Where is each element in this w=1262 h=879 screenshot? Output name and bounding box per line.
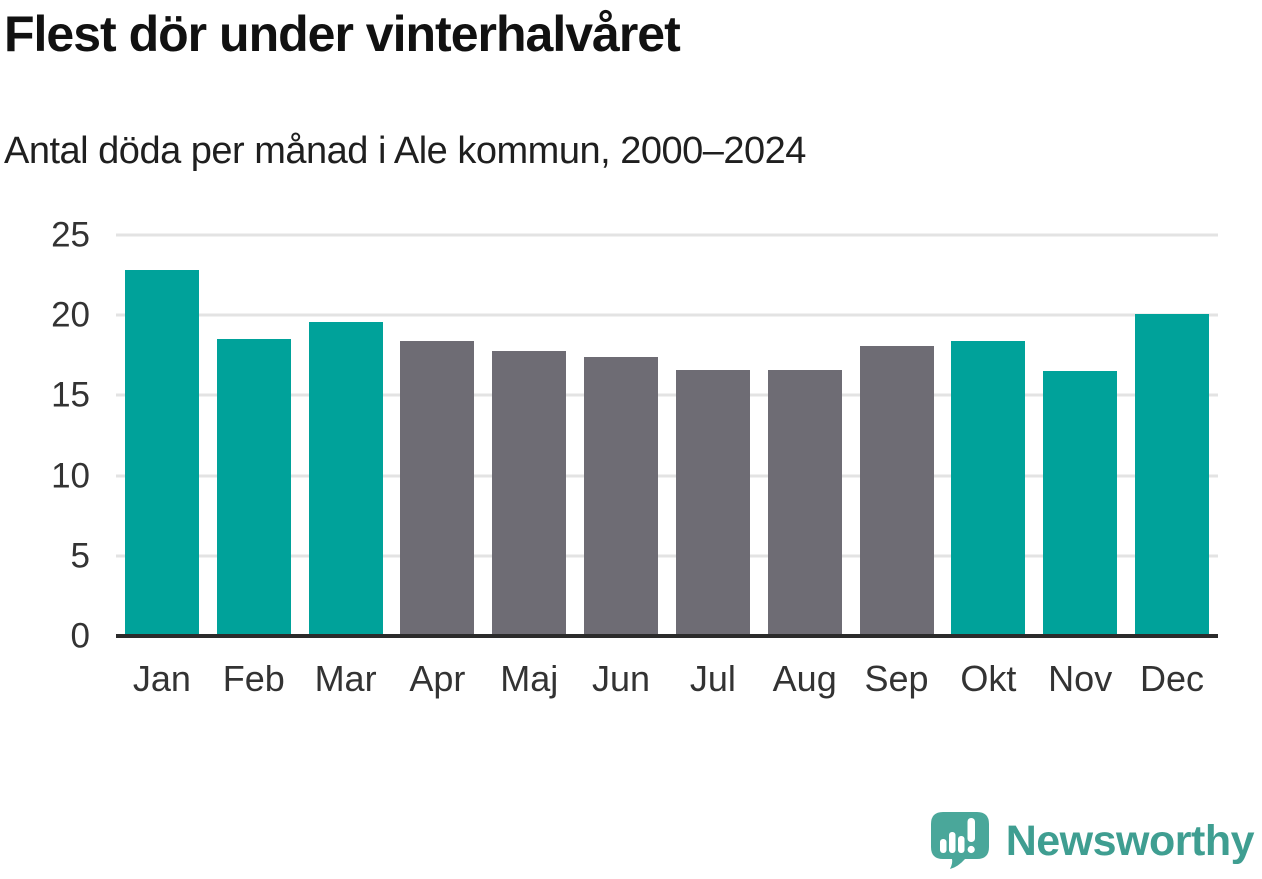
x-tick-label-dec: Dec bbox=[1140, 658, 1205, 699]
bar-series bbox=[116, 235, 1218, 636]
x-tick-label-mar: Mar bbox=[314, 658, 377, 699]
y-tick-label: 25 bbox=[51, 215, 90, 255]
y-tick-label: 15 bbox=[51, 375, 90, 415]
x-tick-label-feb: Feb bbox=[222, 658, 285, 699]
bar-slot bbox=[667, 235, 759, 636]
bar-slot bbox=[1126, 235, 1218, 636]
x-tick-label-maj: Maj bbox=[500, 658, 559, 699]
x-tick-label-aug: Aug bbox=[772, 658, 837, 699]
bar-slot bbox=[575, 235, 667, 636]
chart-title: Flest dör under vinterhalvåret bbox=[4, 6, 681, 62]
y-tick-label: 0 bbox=[70, 616, 90, 656]
bar-slot bbox=[391, 235, 483, 636]
bar-slot bbox=[116, 235, 208, 636]
bar-slot bbox=[759, 235, 851, 636]
chart-subtitle: Antal döda per månad i Ale kommun, 2000–… bbox=[4, 130, 806, 172]
bar-dec bbox=[1135, 313, 1210, 636]
bar-slot bbox=[851, 235, 943, 636]
bar-nov bbox=[1043, 371, 1118, 636]
bar-slot bbox=[483, 235, 575, 636]
bar-jun bbox=[584, 356, 659, 636]
bar-slot bbox=[942, 235, 1034, 636]
bar-slot bbox=[208, 235, 300, 636]
brand-name: Newsworthy bbox=[1005, 816, 1255, 865]
gridline bbox=[116, 233, 1218, 237]
plot-area bbox=[116, 233, 1218, 638]
y-tick-label: 20 bbox=[51, 295, 90, 335]
x-tick-label-jun: Jun bbox=[592, 658, 651, 699]
x-tick-label-okt: Okt bbox=[960, 658, 1017, 699]
x-tick-label-sep: Sep bbox=[864, 658, 929, 699]
gridline bbox=[116, 554, 1218, 558]
x-tick-label-jul: Jul bbox=[689, 658, 736, 699]
newsworthy-brand: Newsworthy bbox=[928, 811, 1255, 871]
y-tick-label: 5 bbox=[70, 536, 90, 576]
x-tick-label-nov: Nov bbox=[1048, 658, 1113, 699]
y-axis: 0 5 10 15 20 25 bbox=[0, 218, 104, 654]
x-axis: Jan Feb Mar Apr Maj Jun Jul Aug Sep Okt Nov Dec bbox=[116, 658, 1218, 700]
bar-feb bbox=[216, 339, 291, 636]
gridline bbox=[116, 474, 1218, 478]
gridline bbox=[116, 313, 1218, 317]
bar-jul bbox=[675, 369, 750, 636]
bar-apr bbox=[400, 340, 475, 636]
bar-slot bbox=[300, 235, 392, 636]
bar-sep bbox=[859, 345, 934, 636]
x-tick-label-apr: Apr bbox=[409, 658, 466, 699]
gridline bbox=[116, 393, 1218, 397]
y-tick-label: 10 bbox=[51, 456, 90, 496]
x-tick-label-jan: Jan bbox=[132, 658, 191, 699]
bar-okt bbox=[951, 340, 1026, 636]
newsworthy-logo-icon bbox=[930, 812, 989, 869]
bar-mar bbox=[308, 321, 383, 636]
x-axis-line bbox=[116, 634, 1218, 638]
bar-maj bbox=[492, 350, 567, 636]
bar-jan bbox=[124, 270, 199, 636]
bar-slot bbox=[1034, 235, 1126, 636]
bar-aug bbox=[767, 369, 842, 636]
